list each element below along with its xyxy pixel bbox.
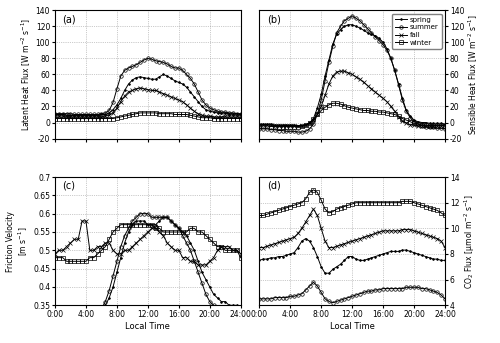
Text: (d): (d): [266, 181, 280, 191]
Y-axis label: CO$_2$ Flux [μmol m$^{-2}$ s$^{-1}$]: CO$_2$ Flux [μmol m$^{-2}$ s$^{-1}$]: [462, 194, 476, 288]
Y-axis label: Latent Heat Flux [W m$^{-2}$ s$^{-1}$]: Latent Heat Flux [W m$^{-2}$ s$^{-1}$]: [20, 18, 33, 131]
Y-axis label: Friction Velocity
[m s$^{-1}$]: Friction Velocity [m s$^{-1}$]: [6, 211, 30, 272]
Text: (b): (b): [266, 14, 280, 24]
Text: (c): (c): [62, 181, 76, 191]
Y-axis label: Sensible Heat Flux [W m$^{-2}$ s$^{-1}$]: Sensible Heat Flux [W m$^{-2}$ s$^{-1}$]: [467, 14, 480, 135]
X-axis label: Local Time: Local Time: [330, 322, 374, 331]
X-axis label: Local Time: Local Time: [126, 322, 170, 331]
Text: (a): (a): [62, 14, 76, 24]
Legend: spring, summer, fall, winter: spring, summer, fall, winter: [392, 14, 442, 48]
